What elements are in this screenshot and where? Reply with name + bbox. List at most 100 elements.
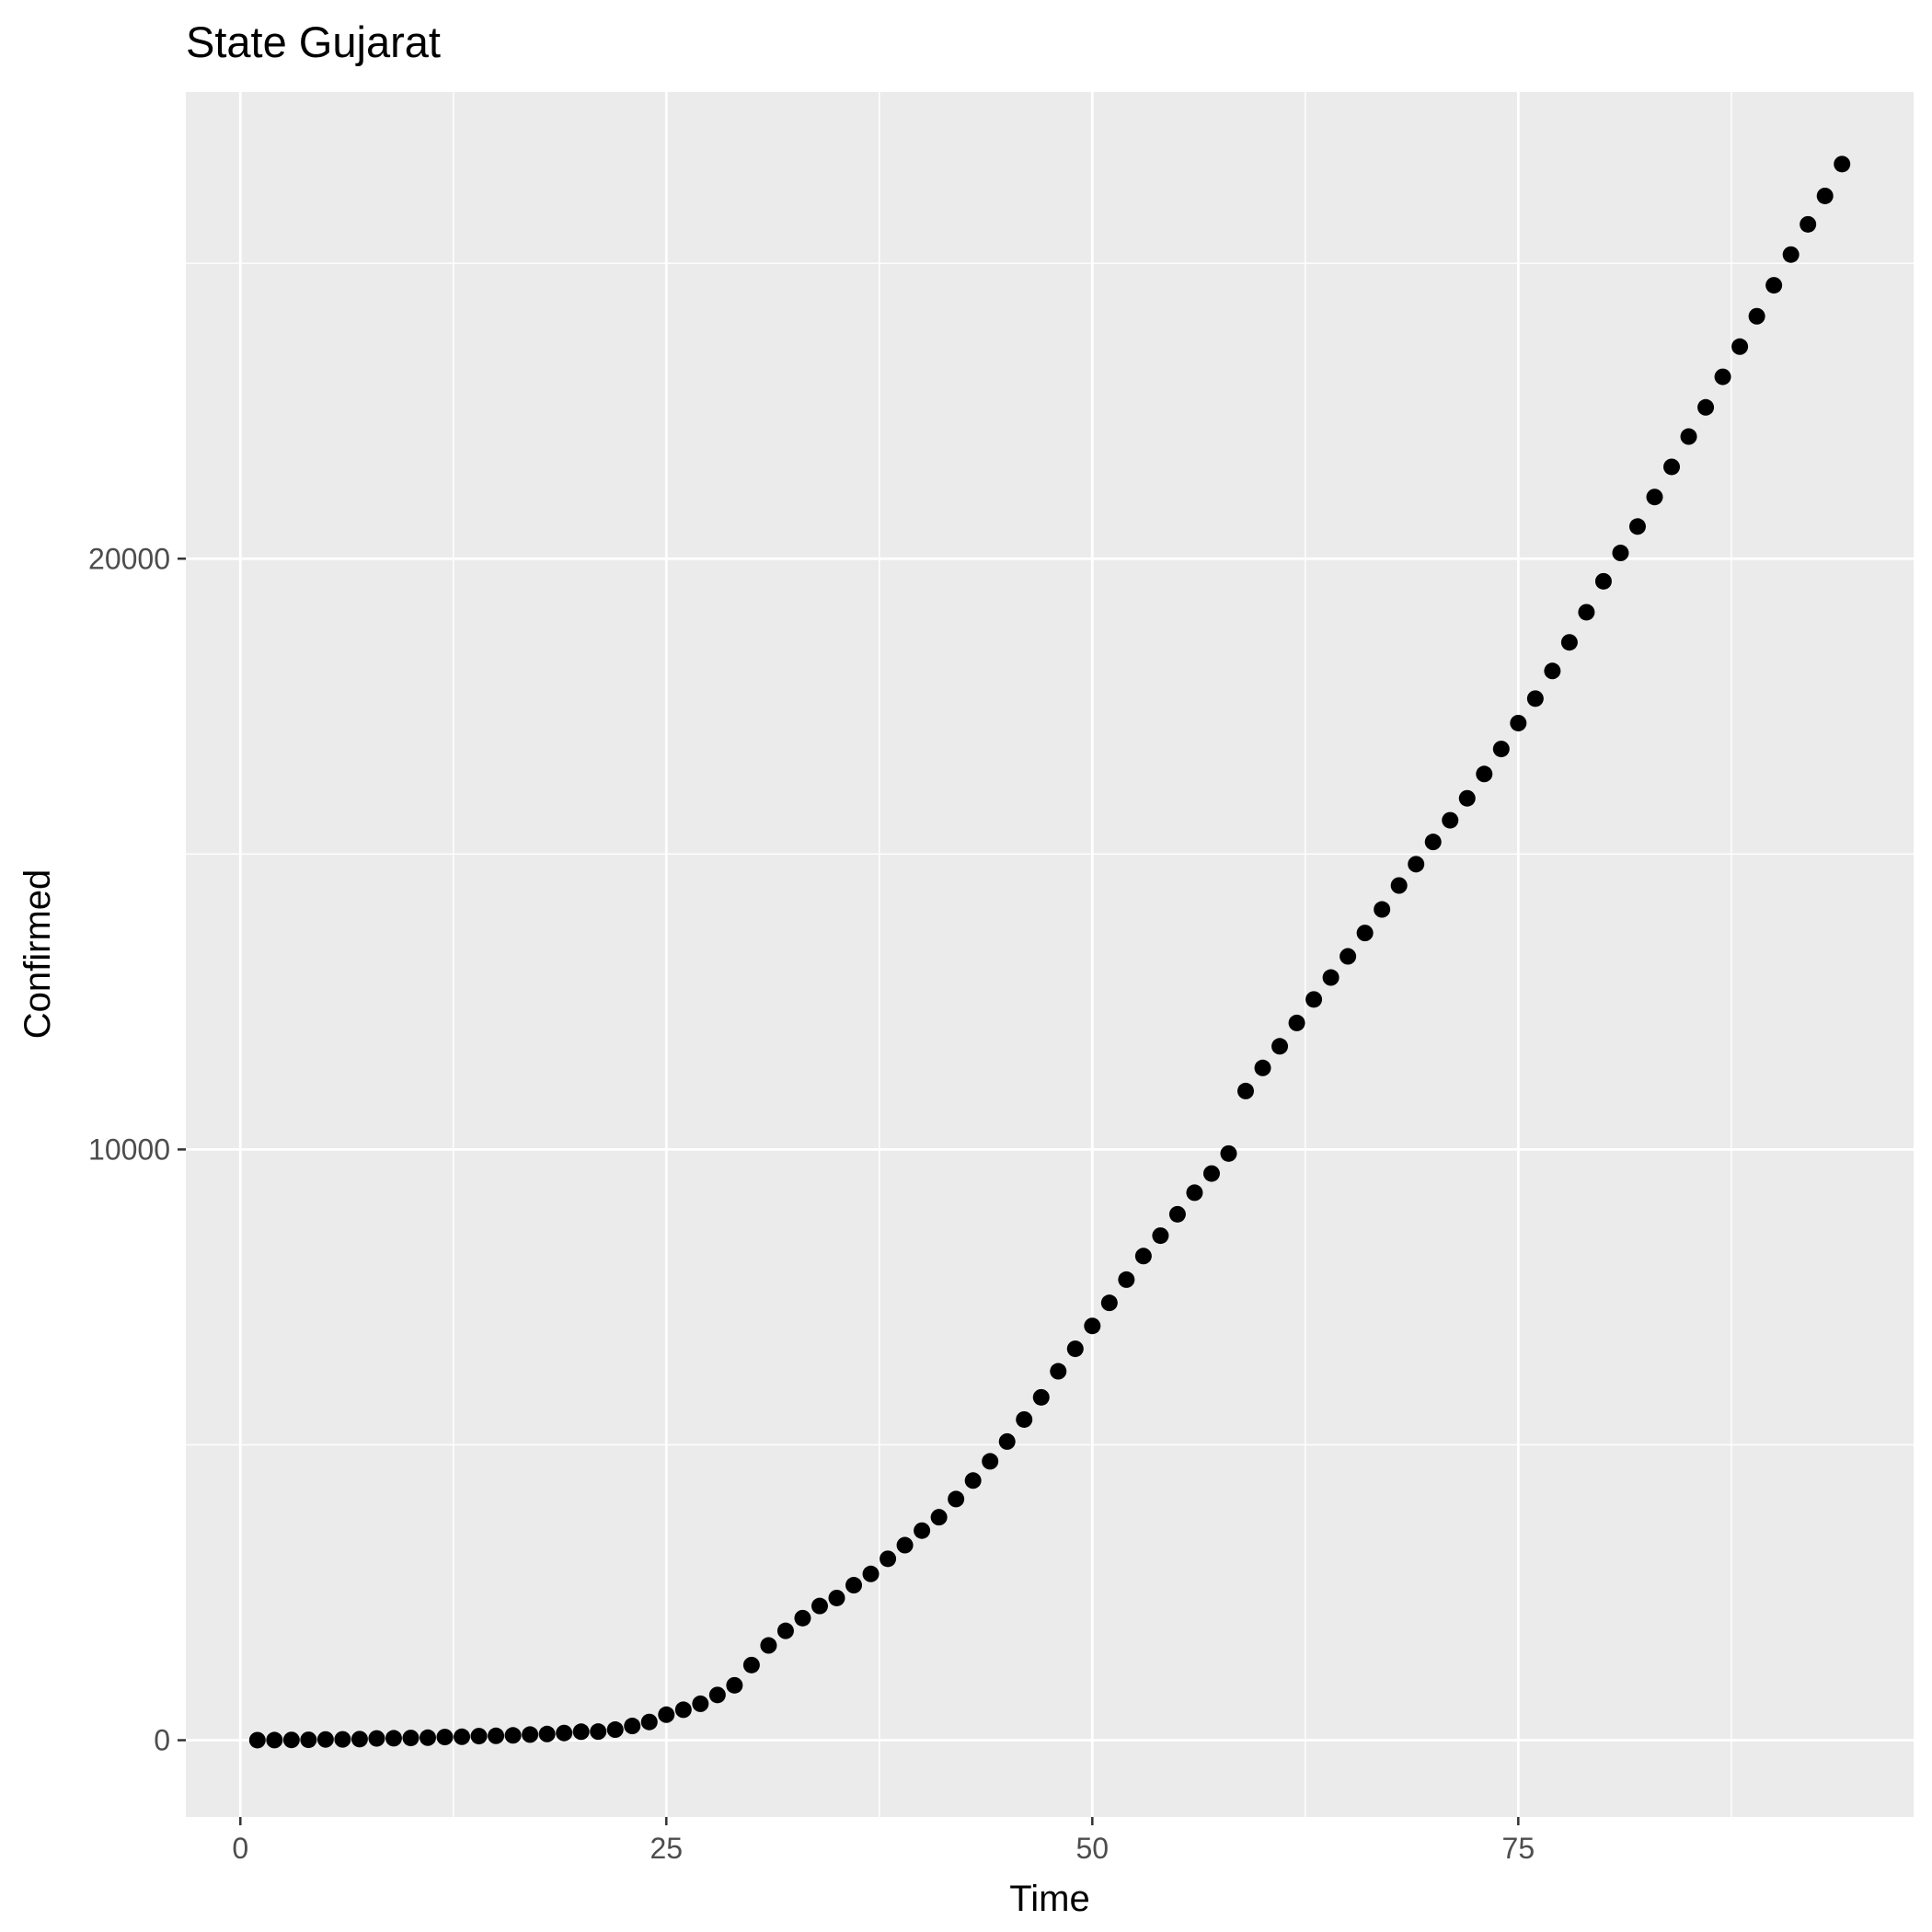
data-point xyxy=(1578,604,1595,621)
data-point xyxy=(300,1731,317,1749)
data-point xyxy=(811,1597,828,1615)
data-point xyxy=(880,1550,897,1568)
data-point xyxy=(522,1726,539,1743)
data-point xyxy=(776,1622,794,1639)
x-axis-title: Time xyxy=(1009,1879,1089,1919)
chart-title: State Gujarat xyxy=(186,17,441,66)
data-point xyxy=(1066,1340,1084,1358)
data-point xyxy=(1254,1059,1271,1076)
data-point xyxy=(1663,458,1681,476)
data-point xyxy=(914,1522,931,1539)
data-point xyxy=(760,1637,777,1654)
data-point xyxy=(1476,765,1493,783)
data-point xyxy=(1544,662,1561,680)
data-point xyxy=(385,1730,402,1747)
data-point xyxy=(742,1656,760,1673)
y-tick-label: 20000 xyxy=(88,542,170,575)
data-point xyxy=(606,1721,624,1739)
data-point xyxy=(1356,925,1374,942)
data-point xyxy=(1628,518,1646,535)
data-point xyxy=(334,1731,351,1748)
data-point xyxy=(1492,741,1510,758)
data-point xyxy=(1442,811,1459,829)
data-point xyxy=(1765,277,1783,294)
data-point xyxy=(316,1731,334,1748)
y-axis: 0 10000 20000 xyxy=(88,542,186,1757)
plot-panel xyxy=(186,92,1914,1817)
data-point xyxy=(692,1695,709,1712)
data-point xyxy=(1526,690,1544,707)
data-point xyxy=(964,1472,982,1489)
x-tick-label: 0 xyxy=(232,1832,248,1865)
data-point xyxy=(351,1731,368,1748)
data-point xyxy=(402,1730,420,1747)
data-point xyxy=(1340,948,1357,965)
data-point xyxy=(1560,634,1578,651)
data-point xyxy=(1100,1294,1118,1312)
data-point xyxy=(1050,1363,1067,1380)
minor-gridlines xyxy=(186,92,1914,1817)
y-axis-title: Confirmed xyxy=(17,869,58,1040)
data-point xyxy=(998,1432,1016,1450)
data-point xyxy=(1202,1165,1220,1182)
data-point xyxy=(1816,187,1834,204)
data-point xyxy=(1305,991,1323,1008)
data-point xyxy=(1612,545,1629,562)
data-point xyxy=(470,1728,488,1745)
data-point xyxy=(1288,1014,1305,1031)
data-point xyxy=(266,1731,283,1749)
data-point xyxy=(1390,877,1408,894)
data-point xyxy=(1748,307,1765,325)
data-point xyxy=(1510,714,1527,731)
data-point xyxy=(1084,1317,1101,1335)
data-point xyxy=(658,1706,675,1723)
data-point xyxy=(896,1536,914,1554)
data-point xyxy=(982,1453,999,1470)
data-point xyxy=(419,1729,436,1746)
data-point xyxy=(368,1730,385,1747)
y-tick-label: 10000 xyxy=(88,1133,170,1166)
x-axis: 0 25 50 75 xyxy=(232,1817,1535,1865)
data-point xyxy=(624,1718,641,1735)
data-point xyxy=(1731,338,1749,355)
data-point xyxy=(538,1725,556,1742)
data-point xyxy=(1458,789,1476,807)
data-point xyxy=(488,1727,505,1744)
data-point xyxy=(862,1565,880,1582)
data-point xyxy=(1697,398,1715,416)
data-point xyxy=(1834,155,1851,173)
data-point xyxy=(674,1701,692,1719)
data-point xyxy=(948,1490,965,1508)
data-point xyxy=(454,1728,471,1745)
y-tick-label: 0 xyxy=(154,1724,170,1757)
data-point xyxy=(572,1723,590,1741)
data-point xyxy=(1134,1248,1152,1265)
data-point xyxy=(1186,1184,1203,1202)
data-point xyxy=(282,1731,300,1749)
data-point xyxy=(590,1723,607,1741)
data-point xyxy=(1782,246,1800,263)
x-tick-label: 75 xyxy=(1502,1832,1535,1865)
data-point xyxy=(1322,969,1340,986)
data-point xyxy=(930,1509,948,1526)
data-point xyxy=(1032,1388,1050,1406)
data-point xyxy=(845,1577,863,1594)
data-point xyxy=(794,1609,811,1627)
data-point xyxy=(1016,1410,1033,1428)
data-point xyxy=(828,1589,845,1606)
x-tick-label: 50 xyxy=(1076,1832,1110,1865)
data-point xyxy=(1374,901,1391,918)
data-point xyxy=(1594,572,1612,590)
data-point xyxy=(556,1724,573,1742)
data-point xyxy=(1271,1038,1289,1055)
data-point xyxy=(1118,1271,1135,1288)
data-point xyxy=(504,1727,522,1744)
data-point xyxy=(1714,368,1731,385)
data-point xyxy=(726,1676,743,1694)
data-point xyxy=(1408,856,1425,873)
data-point xyxy=(1168,1205,1186,1223)
data-points xyxy=(248,155,1851,1749)
data-point xyxy=(1800,215,1817,233)
data-point xyxy=(640,1713,658,1731)
